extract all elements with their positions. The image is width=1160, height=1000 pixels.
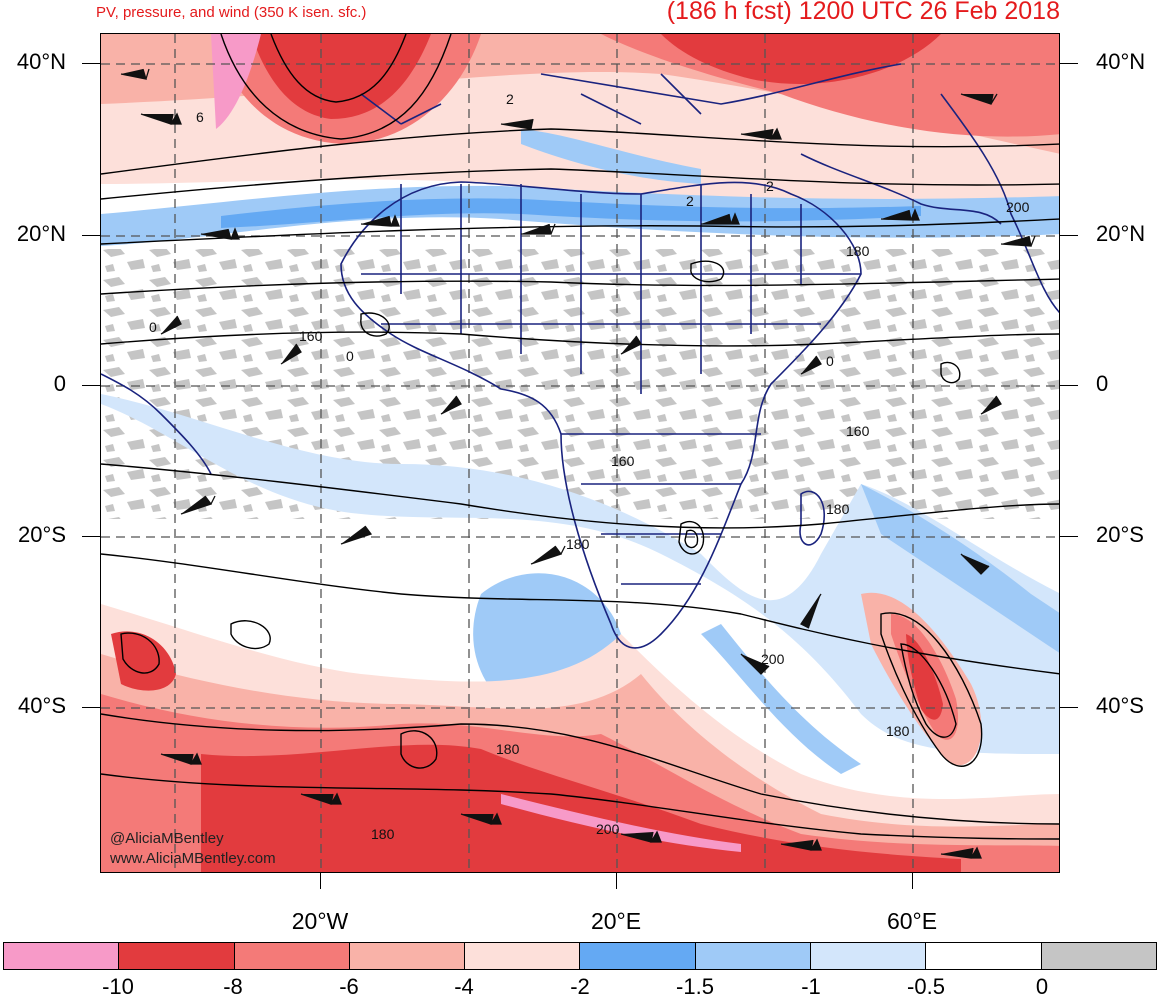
- contour-label: 160: [846, 423, 870, 439]
- tick-left-40s: [82, 707, 100, 708]
- pv-north-pink-west: [211, 34, 261, 129]
- contour-label: 160: [299, 328, 323, 344]
- colorbar-label: -2: [570, 974, 590, 999]
- tick-left-20n: [82, 235, 100, 236]
- lat-label-40s-left: 40°S: [18, 693, 66, 718]
- colorbar-swatch: [234, 943, 350, 969]
- colorbar-swatch: [349, 943, 466, 969]
- tick-bottom-20e: [616, 873, 617, 889]
- lon-label-20w: 20°W: [291, 908, 349, 934]
- lon-label-20e: 20°E: [590, 908, 642, 934]
- lon-label-60e: 60°E: [886, 908, 938, 934]
- wind-barbs: [120, 68, 1036, 859]
- tick-right-40s: [1060, 707, 1078, 708]
- pv-indian-blue: [861, 484, 1059, 653]
- contour-label: 180: [846, 243, 870, 259]
- contour-label: 2: [686, 193, 694, 209]
- pv-south-pink-streak: [501, 794, 741, 852]
- pv-map: 6 2 2 2 200 180 0 160 0 0 160 160 180 18…: [100, 33, 1060, 873]
- colorbar-label: -0.5: [907, 974, 945, 999]
- contour-label: 2: [766, 178, 774, 194]
- contour-label: 180: [371, 826, 395, 842]
- contour-label: 0: [346, 348, 354, 364]
- contour-label: 200: [761, 651, 785, 667]
- map-subtitle: PV, pressure, and wind (350 K isen. sfc.…: [96, 4, 367, 21]
- tick-right-0: [1060, 385, 1078, 386]
- contour-label: 0: [149, 319, 157, 335]
- contour-label: 180: [886, 723, 910, 739]
- lat-label-20s-right: 20°S: [1096, 522, 1144, 547]
- colorbar-swatch: [926, 943, 1042, 969]
- colorbar-swatch: [4, 943, 120, 969]
- map-gridlines: [101, 34, 1059, 872]
- forecast-title: (186 h fcst) 1200 UTC 26 Feb 2018: [666, 0, 1060, 25]
- pv-north-core-west: [251, 34, 431, 119]
- colorbar-swatch: [580, 943, 696, 969]
- contour-labels: 6 2 2 2 200 180 0 160 0 0 160 160 180 18…: [149, 91, 1030, 842]
- coastlines: [101, 63, 1059, 649]
- tick-right-20n: [1060, 235, 1078, 236]
- lat-label-0-right: 0: [1096, 371, 1109, 396]
- credit-handle: @AliciaMBentley: [110, 830, 224, 847]
- contour-label: 180: [566, 536, 590, 552]
- tick-bottom-60e: [912, 873, 913, 889]
- colorbar-swatch: [1041, 943, 1156, 969]
- lat-label-40s-right: 40°S: [1096, 693, 1144, 718]
- tick-left-0: [82, 385, 100, 386]
- pressure-contours: [101, 34, 1059, 840]
- colorbar-swatch: [695, 943, 812, 969]
- tick-left-20s: [82, 536, 100, 537]
- tick-left-40n: [82, 63, 100, 64]
- tick-bottom-20w: [320, 873, 321, 889]
- colorbar: [3, 942, 1157, 970]
- pv-north-core-east: [661, 34, 941, 84]
- tick-right-40n: [1060, 63, 1078, 64]
- colorbar-label: -8: [223, 974, 243, 999]
- colorbar-label: -10: [102, 974, 134, 999]
- lat-label-20n-right: 20°N: [1096, 221, 1146, 246]
- pv-south-core-band: [201, 744, 961, 872]
- colorbar-swatch: [119, 943, 235, 969]
- pv-subtropical-core: [221, 198, 921, 228]
- pv-med-blue: [521, 129, 701, 184]
- colorbar-label: -1.5: [676, 974, 714, 999]
- contour-label: 200: [1006, 199, 1030, 215]
- lat-label-20n-left: 20°N: [16, 221, 66, 246]
- colorbar-label: -1: [801, 974, 821, 999]
- lat-label-40n-right: 40°N: [1096, 49, 1146, 74]
- contour-label: 180: [826, 501, 850, 517]
- contour-label: 6: [196, 109, 204, 125]
- tick-right-20s: [1060, 536, 1078, 537]
- pv-southwest-cell: [111, 631, 176, 691]
- contour-label: 2: [506, 91, 514, 107]
- colorbar-label: 0: [1035, 974, 1049, 999]
- colorbar-swatch: [811, 943, 927, 969]
- pv-indian-tongue-core: [906, 634, 943, 720]
- contour-label: 0: [826, 353, 834, 369]
- pv-south-light-blue: [101, 394, 1059, 754]
- contour-label: 200: [596, 821, 620, 837]
- lat-label-20s-left: 20°S: [18, 522, 66, 547]
- contour-label: 160: [611, 453, 635, 469]
- lat-label-40n-left: 40°N: [16, 49, 66, 74]
- colorbar-swatch: [465, 943, 581, 969]
- colorbar-label: -4: [454, 974, 474, 999]
- pv-south-blue-arc: [701, 624, 861, 774]
- credit-website: www.AliciaMBentley.com: [110, 850, 276, 867]
- contour-label: 180: [496, 741, 520, 757]
- colorbar-label: -6: [339, 974, 359, 999]
- lat-label-0-left: 0: [53, 371, 66, 396]
